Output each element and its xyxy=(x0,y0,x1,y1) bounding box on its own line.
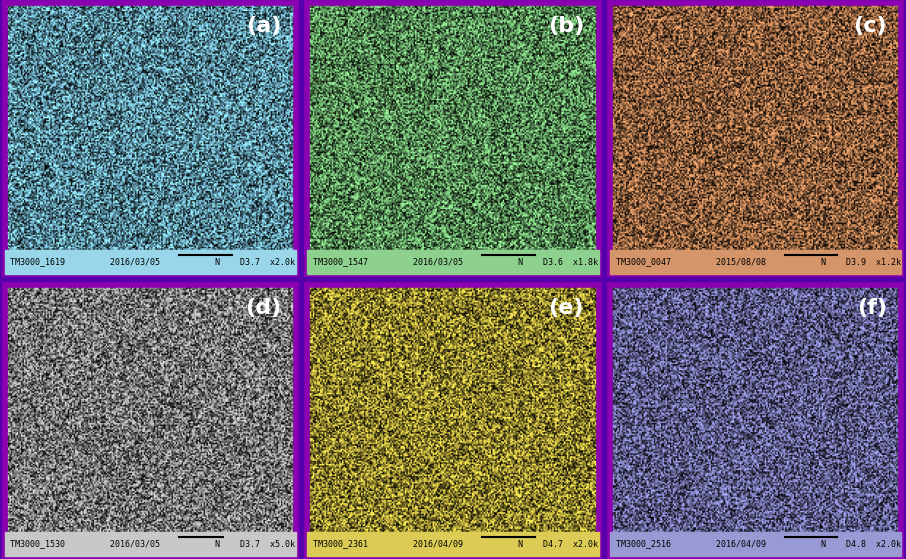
Bar xyxy=(611,532,901,556)
Bar xyxy=(5,532,295,556)
Text: (b): (b) xyxy=(548,16,584,36)
Text: TM3000_1547         2016/03/05           N    D3.6  x1.8k    50 um: TM3000_1547 2016/03/05 N D3.6 x1.8k 50 u… xyxy=(313,257,643,267)
Text: TM3000_0047         2015/08/08           N    D3.9  x1.2k    50 um: TM3000_0047 2015/08/08 N D3.9 x1.2k 50 u… xyxy=(616,257,906,267)
Text: (c): (c) xyxy=(853,16,887,36)
Text: TM3000_1619         2016/03/05           N    D3.7  x2.0k    30 um: TM3000_1619 2016/03/05 N D3.7 x2.0k 30 u… xyxy=(10,257,341,267)
Bar xyxy=(611,250,901,274)
Text: (d): (d) xyxy=(245,299,281,319)
Text: (e): (e) xyxy=(548,299,584,319)
Text: TM3000_2361         2016/04/09           N    D4.7  x2.0k    30 um: TM3000_2361 2016/04/09 N D4.7 x2.0k 30 u… xyxy=(313,539,643,548)
Bar xyxy=(307,532,599,556)
Text: TM3000_2516         2016/04/09           N    D4.8  x2.0k    30 um: TM3000_2516 2016/04/09 N D4.8 x2.0k 30 u… xyxy=(616,539,906,548)
Text: (a): (a) xyxy=(246,16,281,36)
Text: (f): (f) xyxy=(857,299,887,319)
Text: TM3000_1530         2016/03/05           N    D3.7  x5.0k    20 um: TM3000_1530 2016/03/05 N D3.7 x5.0k 20 u… xyxy=(10,539,341,548)
Bar xyxy=(5,250,295,274)
Bar xyxy=(307,250,599,274)
